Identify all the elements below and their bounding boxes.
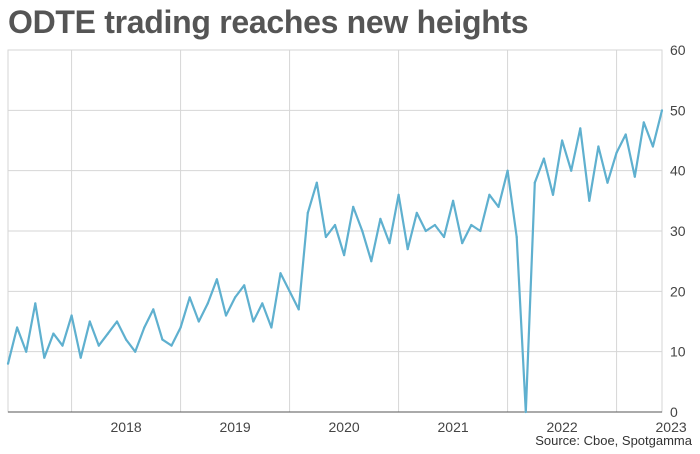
data-point — [433, 223, 436, 227]
data-point — [288, 290, 291, 293]
data-point — [461, 242, 464, 245]
data-point — [170, 344, 173, 347]
data-point — [215, 278, 218, 281]
data-point — [134, 350, 137, 353]
data-point — [61, 344, 64, 347]
data-point — [424, 229, 427, 233]
data-point — [34, 302, 37, 305]
chart-title: ODTE trading reaches new heights — [8, 4, 529, 40]
data-point — [261, 302, 264, 305]
data-point — [243, 284, 246, 287]
data-point — [415, 211, 418, 214]
data-point — [624, 133, 627, 136]
data-point — [6, 362, 10, 365]
x-tick-label: 2018 — [111, 419, 142, 435]
x-tick-label: 2021 — [438, 419, 469, 435]
data-point — [25, 350, 28, 353]
data-point — [106, 332, 109, 335]
data-point — [497, 205, 500, 208]
data-point — [651, 145, 655, 148]
data-point — [52, 332, 55, 335]
data-point — [79, 356, 82, 359]
data-point — [224, 314, 228, 317]
x-tick-label: 2019 — [220, 419, 251, 435]
data-point — [152, 308, 155, 311]
y-tick-label: 40 — [670, 163, 686, 179]
data-point — [370, 260, 373, 263]
data-point — [297, 308, 300, 311]
data-point — [343, 254, 346, 257]
data-point — [43, 356, 46, 359]
data-point — [524, 410, 527, 414]
data-point — [642, 121, 645, 124]
data-point — [397, 193, 400, 196]
data-point — [515, 235, 518, 239]
x-axis-tick-labels: 2018 2019 2020 2021 2022 2023 — [111, 419, 687, 435]
data-point — [633, 175, 636, 178]
y-tick-label: 20 — [670, 283, 686, 299]
y-tick-label: 10 — [670, 344, 686, 360]
data-point — [333, 223, 337, 227]
data-point — [315, 181, 318, 184]
data-point — [542, 157, 546, 160]
data-point — [88, 320, 91, 323]
data-point — [406, 248, 409, 251]
data-point — [70, 314, 73, 317]
data-point — [179, 326, 182, 329]
data-point — [361, 229, 364, 233]
grid-lines — [7, 49, 663, 413]
data-point — [270, 326, 273, 329]
data-point — [660, 109, 664, 112]
data-point — [379, 217, 382, 220]
data-point — [597, 145, 600, 148]
data-point — [125, 338, 128, 341]
data-point — [470, 223, 473, 227]
data-point — [352, 205, 355, 208]
data-point — [388, 242, 391, 245]
data-point — [452, 199, 455, 202]
data-point — [306, 211, 309, 214]
data-point — [115, 320, 119, 323]
data-point — [606, 181, 609, 184]
data-point — [442, 235, 446, 239]
data-point — [479, 229, 482, 233]
series-line — [6, 110, 664, 414]
data-point — [234, 296, 237, 299]
x-tick-label: 2020 — [329, 419, 360, 435]
data-point — [579, 127, 582, 130]
data-point — [197, 320, 200, 323]
source-note: Source: Cboe, Spotgamma — [535, 433, 692, 448]
data-point — [16, 326, 19, 329]
x-tick-label: 2022 — [547, 419, 578, 435]
y-tick-label: 30 — [670, 223, 686, 239]
data-point — [551, 193, 555, 196]
data-point — [533, 181, 536, 184]
data-point — [279, 272, 282, 275]
x-tick-label: 2023 — [656, 419, 687, 435]
data-point — [252, 320, 255, 323]
data-point — [324, 235, 327, 239]
y-tick-label: 60 — [670, 42, 686, 58]
y-tick-label: 50 — [670, 102, 686, 118]
data-point — [188, 296, 191, 299]
data-point — [488, 193, 491, 196]
y-tick-label: 0 — [670, 404, 678, 420]
series-layer — [6, 109, 664, 414]
data-point — [97, 344, 100, 347]
data-point — [206, 302, 209, 305]
data-point — [161, 338, 164, 341]
data-point — [570, 169, 573, 172]
data-point — [561, 139, 564, 142]
y-axis-tick-labels: 0 10 20 30 40 50 60 — [670, 42, 686, 420]
data-point — [506, 169, 509, 172]
data-point — [615, 151, 618, 154]
data-point — [588, 199, 591, 202]
data-point — [143, 326, 146, 329]
